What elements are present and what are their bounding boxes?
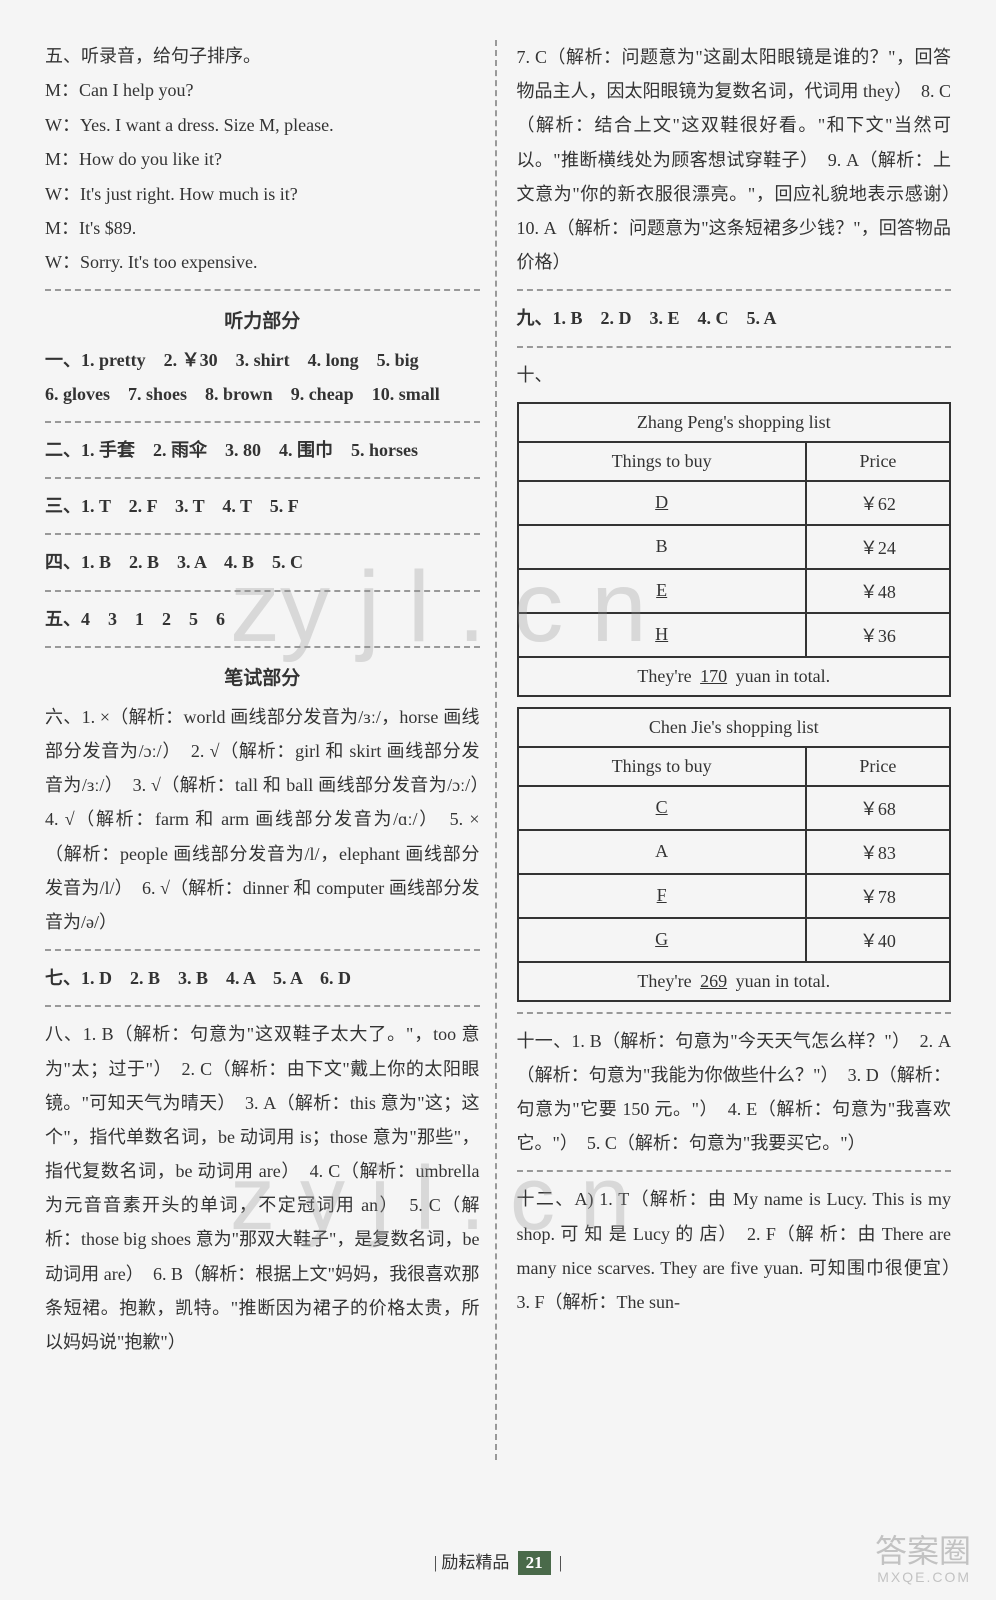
total-pre: They're — [637, 666, 696, 686]
item-value: G — [651, 929, 672, 949]
answer-3: 三、1. T 2. F 3. T 4. T 5. F — [45, 489, 480, 523]
listening-section-title: 听力部分 — [45, 306, 480, 333]
item-value: F — [653, 885, 671, 905]
answer-6: 六、1. ×（解析：world 画线部分发音为/ɜː/，horse 画线部分发音… — [45, 700, 480, 939]
left-column: 五、听录音，给句子排序。 M：Can I help you? W：Yes. I … — [45, 40, 497, 1460]
divider — [45, 477, 480, 479]
table2-col1: Things to buy — [518, 747, 806, 786]
divider — [45, 533, 480, 535]
answer-10-prefix: 十、 — [517, 358, 952, 392]
table2-title: Chen Jie's shopping list — [518, 708, 951, 747]
table1-col2: Price — [806, 442, 950, 481]
answer-1: 一、1. pretty 2. ￥30 3. shirt 4. long 5. b… — [45, 343, 480, 377]
section5-heading: 五、听录音，给句子排序。 — [45, 40, 480, 72]
table-cell: E — [518, 569, 806, 613]
answer-4: 四、1. B 2. B 3. A 4. B 5. C — [45, 545, 480, 579]
table-cell: ￥78 — [806, 874, 950, 918]
dialog-line: M：Can I help you? — [45, 74, 480, 106]
item-value: C — [652, 797, 672, 817]
page-number: 21 — [518, 1551, 551, 1575]
table-cell: ￥68 — [806, 786, 950, 830]
answer-7: 七、1. D 2. B 3. B 4. A 5. A 6. D — [45, 961, 480, 995]
answer-12: 十二、A) 1. T（解析：由 My name is Lucy. This is… — [517, 1182, 952, 1319]
table2-total: They're 269 yuan in total. — [518, 962, 951, 1001]
table-cell: H — [518, 613, 806, 657]
table1-title: Zhang Peng's shopping list — [518, 403, 951, 442]
answer-prefix: 一、 — [45, 350, 81, 370]
answer-8-continued: 7. C（解析：问题意为"这副太阳眼镜是谁的？"，回答物品主人，因太阳眼镜为复数… — [517, 40, 952, 279]
table1-col1: Things to buy — [518, 442, 806, 481]
item-value: A — [655, 841, 668, 861]
dialog-line: W：Sorry. It's too expensive. — [45, 246, 480, 278]
footer-brand: 励耘精品 — [441, 1553, 509, 1572]
table-cell: A — [518, 830, 806, 874]
table-cell: ￥83 — [806, 830, 950, 874]
divider — [517, 346, 952, 348]
answer-8: 八、1. B（解析：句意为"这双鞋子太大了。"，too 意为"太；过于"） 2.… — [45, 1017, 480, 1359]
answer-11: 十一、1. B（解析：句意为"今天天气怎么样？"） 2. A（解析：句意为"我能… — [517, 1024, 952, 1161]
dialog-line: W：Yes. I want a dress. Size M, please. — [45, 109, 480, 141]
divider — [45, 949, 480, 951]
table-cell: D — [518, 481, 806, 525]
dialog-line: M：It's $89. — [45, 212, 480, 244]
total-value: 269 — [696, 971, 731, 991]
divider — [45, 1005, 480, 1007]
divider — [45, 289, 480, 291]
answer-1b: 6. gloves 7. shoes 8. brown 9. cheap 10.… — [45, 377, 480, 411]
item-value: B — [656, 536, 668, 556]
item-value: D — [651, 492, 672, 512]
divider — [45, 421, 480, 423]
divider — [45, 646, 480, 648]
table1-total: They're 170 yuan in total. — [518, 657, 951, 696]
table-cell: ￥36 — [806, 613, 950, 657]
shopping-table-1: Zhang Peng's shopping list Things to buy… — [517, 402, 952, 697]
dialog-line: M：How do you like it? — [45, 143, 480, 175]
table-cell: ￥24 — [806, 525, 950, 569]
table-cell: ￥48 — [806, 569, 950, 613]
answer-text: 1. pretty 2. ￥30 3. shirt 4. long 5. big — [81, 350, 419, 370]
table-cell: C — [518, 786, 806, 830]
table-cell: G — [518, 918, 806, 962]
dialog-line: W：It's just right. How much is it? — [45, 178, 480, 210]
divider — [45, 590, 480, 592]
total-post: yuan in total. — [731, 666, 830, 686]
page-footer: | 励耘精品 21 | — [0, 1548, 996, 1575]
table2-col2: Price — [806, 747, 950, 786]
shopping-table-2: Chen Jie's shopping list Things to buy P… — [517, 707, 952, 1002]
item-value: E — [652, 580, 671, 600]
writing-section-title: 笔试部分 — [45, 663, 480, 690]
divider — [517, 1170, 952, 1172]
answer-2: 二、1. 手套 2. 雨伞 3. 80 4. 围巾 5. horses — [45, 433, 480, 467]
total-post: yuan in total. — [731, 971, 830, 991]
answer-5: 五、4 3 1 2 5 6 — [45, 602, 480, 636]
item-value: H — [651, 624, 672, 644]
divider — [517, 289, 952, 291]
divider — [517, 1012, 952, 1014]
total-value: 170 — [696, 666, 731, 686]
table-cell: F — [518, 874, 806, 918]
right-column: 7. C（解析：问题意为"这副太阳眼镜是谁的？"，回答物品主人，因太阳眼镜为复数… — [507, 40, 952, 1460]
total-pre: They're — [637, 971, 696, 991]
table-cell: ￥62 — [806, 481, 950, 525]
table-cell: ￥40 — [806, 918, 950, 962]
table-cell: B — [518, 525, 806, 569]
answer-9: 九、1. B 2. D 3. E 4. C 5. A — [517, 301, 952, 335]
